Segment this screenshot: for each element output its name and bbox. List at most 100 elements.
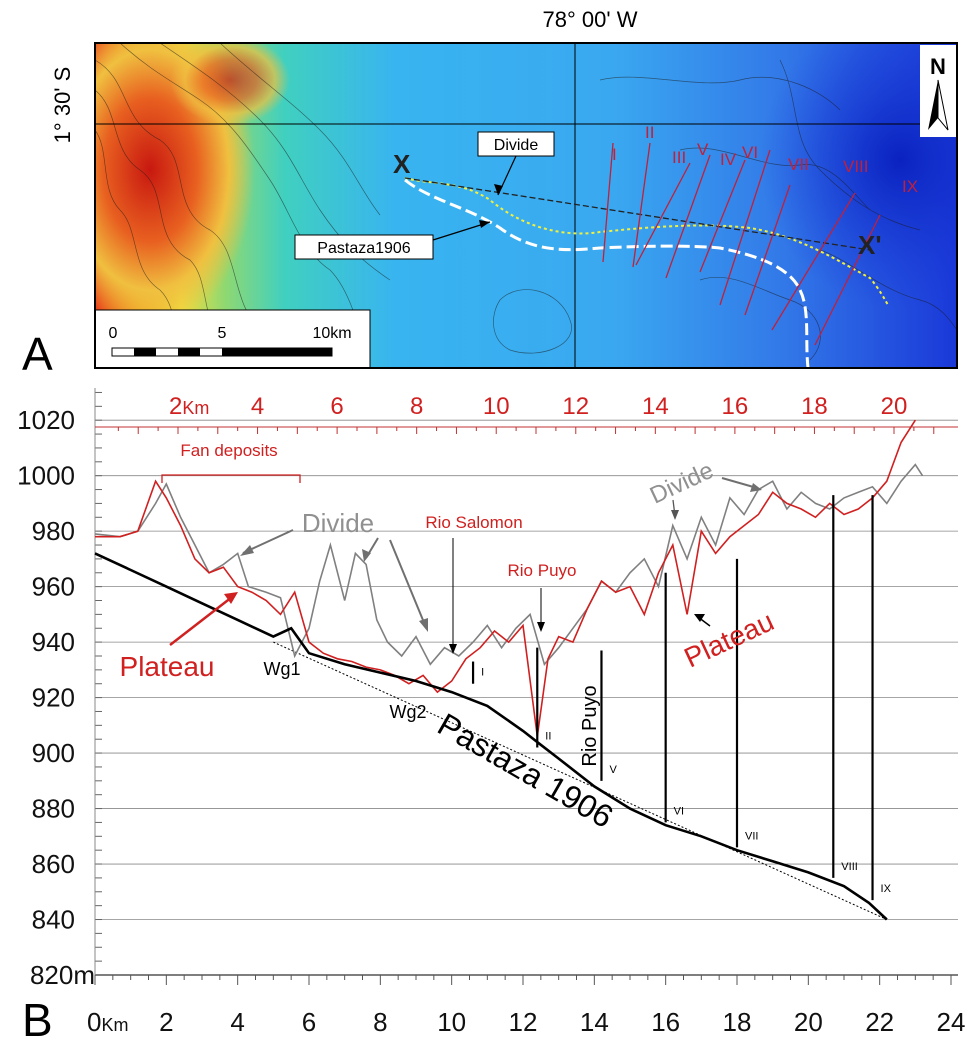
top-tick-label-2: 2Km xyxy=(169,393,209,420)
scale-tick-5: 5 xyxy=(218,325,227,342)
divide-label-2: Divide xyxy=(646,457,718,510)
map-roman-vi: VI xyxy=(742,143,758,162)
fan-deposits-label: Fan deposits xyxy=(180,441,277,460)
top-axis-ticks xyxy=(117,427,935,434)
y-tick-label-820: 820m xyxy=(30,960,95,990)
x-prime-marker-label: X' xyxy=(858,230,882,260)
pastaza-callout-label: Pastaza1906 xyxy=(317,240,411,257)
cross-section-lines xyxy=(602,142,881,346)
plateau-label-1: Plateau xyxy=(120,651,215,682)
map-roman-vii: VII xyxy=(788,155,809,174)
scale-bar xyxy=(95,309,371,368)
y-tick-label-860: 860 xyxy=(32,849,75,879)
top-tick-label-12: 12 xyxy=(562,393,589,420)
lowland-area xyxy=(760,43,957,310)
top-tick-label-4: 4 xyxy=(251,393,264,420)
rio-puyo-label-1: Rio Puyo xyxy=(508,561,577,580)
plateau-label-2: Plateau xyxy=(679,605,778,673)
minor-ticks xyxy=(94,391,952,985)
divide-label-1: Divide xyxy=(302,508,374,538)
top-tick-label-18: 18 xyxy=(801,393,828,420)
trend-line xyxy=(273,641,888,920)
marker-label-v: V xyxy=(609,764,617,776)
north-arrow xyxy=(920,45,957,137)
x-tick-label-8: 8 xyxy=(373,1007,387,1037)
x-tick-label-2: 2 xyxy=(159,1007,173,1037)
latitude-label: 1° 30' S xyxy=(50,67,75,144)
y-tick-label-980: 980 xyxy=(32,516,75,546)
x-marker-label: X xyxy=(393,149,411,179)
series-line-pastaza-1906 xyxy=(94,552,888,921)
x-unit-label: Km xyxy=(101,1015,128,1035)
map-frame xyxy=(94,42,958,369)
longitude-label: 78° 00' W xyxy=(543,7,638,32)
scale-tick-0: 0 xyxy=(109,325,118,342)
x-tick-label-0: 0Km xyxy=(87,1007,128,1037)
series-line-divide xyxy=(94,463,924,666)
x-tick-label-18: 18 xyxy=(723,1007,752,1037)
north-label: N xyxy=(930,54,946,79)
rio-salomon-label: Rio Salomon xyxy=(425,513,522,532)
scale-tick-10: 10km xyxy=(312,325,351,342)
top-tick-label-14: 14 xyxy=(642,393,669,420)
series-line-plateau xyxy=(95,419,916,737)
x-tick-label-16: 16 xyxy=(651,1007,680,1037)
map-panel: 78° 00' W 1° 30' S N A 0 5 10km X X' Div… xyxy=(22,7,958,380)
section-line xyxy=(404,177,871,251)
y-tick-label-920: 920 xyxy=(32,683,75,713)
top-tick-label-6: 6 xyxy=(330,393,343,420)
marker-label-ix: IX xyxy=(881,883,892,895)
top-unit-label: Km xyxy=(182,398,209,418)
y-tick-labels: 820m 840 860 880 900 920 940 960 980 1000 1020 xyxy=(17,405,95,990)
map-roman-iii: III xyxy=(672,148,686,167)
wg2-label: Wg2 xyxy=(389,702,426,722)
x-tick-label-24: 24 xyxy=(937,1007,966,1037)
map-roman-i: I xyxy=(612,145,617,164)
top-tick-label-20: 20 xyxy=(881,393,908,420)
x-tick-label-20: 20 xyxy=(794,1007,823,1037)
x-tick-label-22: 22 xyxy=(865,1007,894,1037)
divide-line xyxy=(404,177,889,306)
y-tick-label-1000: 1000 xyxy=(17,461,75,491)
top-tick-label-8: 8 xyxy=(410,393,423,420)
marker-label-viii: VIII xyxy=(841,861,858,873)
top-tick-label-16: 16 xyxy=(722,393,749,420)
top-tick-label-10: 10 xyxy=(483,393,510,420)
x-tick-label-12: 12 xyxy=(509,1007,538,1037)
marker-label-vii: VII xyxy=(745,830,758,842)
rio-puyo-label-2: Rio Puyo xyxy=(579,685,601,766)
x-tick-label-6: 6 xyxy=(302,1007,316,1037)
wg1-label: Wg1 xyxy=(263,659,300,679)
marker-label-vi: VI xyxy=(674,805,684,817)
divide-callout-label: Divide xyxy=(494,137,539,154)
panel-b-letter: B xyxy=(22,994,53,1039)
map-roman-viii: VIII xyxy=(843,157,869,176)
x-tick-label-4: 4 xyxy=(230,1007,244,1037)
fan-deposits-bracket xyxy=(161,474,301,483)
y-unit-label: m xyxy=(73,960,95,990)
marker-label-ii: II xyxy=(545,731,551,743)
map-roman-labels: I II III V IV VI VII VIII IX xyxy=(612,123,918,196)
annotations: Fan deposits Divide Divide Plateau Plate… xyxy=(120,441,779,835)
divide-callout-box xyxy=(477,131,555,157)
y-tick-label-900: 900 xyxy=(32,738,75,768)
y-tick-label-940: 940 xyxy=(32,627,75,657)
map-roman-ix: IX xyxy=(902,177,918,196)
pastaza-callout-box xyxy=(294,234,434,260)
y-tick-label-1020: 1020 xyxy=(17,405,75,435)
marker-label-i: I xyxy=(481,667,484,679)
x-tick-label-14: 14 xyxy=(580,1007,609,1037)
panel-a-letter: A xyxy=(22,328,53,380)
top-tick-labels: 2Km 4 6 8 10 12 14 16 18 20 xyxy=(169,393,907,420)
y-tick-label-840: 840 xyxy=(32,905,75,935)
map-roman-iv: IV xyxy=(720,150,737,169)
y-tick-label-880: 880 xyxy=(32,794,75,824)
map-roman-v: V xyxy=(697,140,709,159)
map-roman-ii: II xyxy=(645,123,654,142)
y-tick-label-960: 960 xyxy=(32,572,75,602)
x-tick-label-10: 10 xyxy=(437,1007,466,1037)
x-tick-labels: 0Km 2 4 6 8 10 12 14 16 18 20 22 24 xyxy=(87,1007,965,1037)
